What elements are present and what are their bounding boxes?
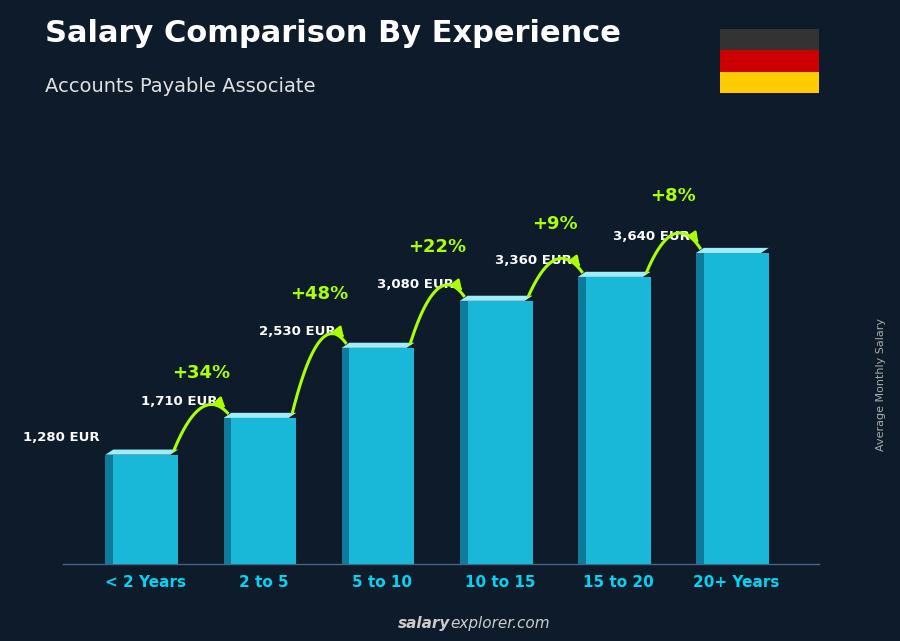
Polygon shape [342,343,414,348]
Bar [113,454,178,564]
Polygon shape [578,272,651,277]
Bar [349,348,414,564]
Bar [231,418,296,564]
Text: +8%: +8% [651,187,697,205]
Text: 1,710 EUR: 1,710 EUR [141,395,218,408]
Polygon shape [342,348,349,564]
Polygon shape [460,301,468,564]
Text: 3,360 EUR: 3,360 EUR [495,254,572,267]
Polygon shape [578,277,586,564]
Polygon shape [223,418,231,564]
Text: explorer.com: explorer.com [450,617,550,631]
Text: +22%: +22% [408,238,466,256]
Text: Accounts Payable Associate: Accounts Payable Associate [45,77,316,96]
Text: salary: salary [398,617,450,631]
Polygon shape [696,253,704,564]
Polygon shape [696,248,769,253]
Text: Average Monthly Salary: Average Monthly Salary [877,318,886,451]
Text: +34%: +34% [172,363,230,381]
Bar [704,253,769,564]
Polygon shape [105,454,113,564]
Text: 2,530 EUR: 2,530 EUR [259,324,336,338]
Polygon shape [460,296,533,301]
Polygon shape [223,413,296,418]
Bar [720,72,819,93]
Bar [720,29,819,50]
Text: 3,080 EUR: 3,080 EUR [377,278,454,290]
Text: +9%: +9% [533,215,578,233]
Text: Salary Comparison By Experience: Salary Comparison By Experience [45,19,621,48]
Text: +48%: +48% [290,285,348,303]
Text: 3,640 EUR: 3,640 EUR [613,229,690,243]
Bar [468,301,533,564]
Text: 1,280 EUR: 1,280 EUR [22,431,100,444]
Polygon shape [105,449,178,454]
Bar [586,277,651,564]
Bar [720,50,819,72]
